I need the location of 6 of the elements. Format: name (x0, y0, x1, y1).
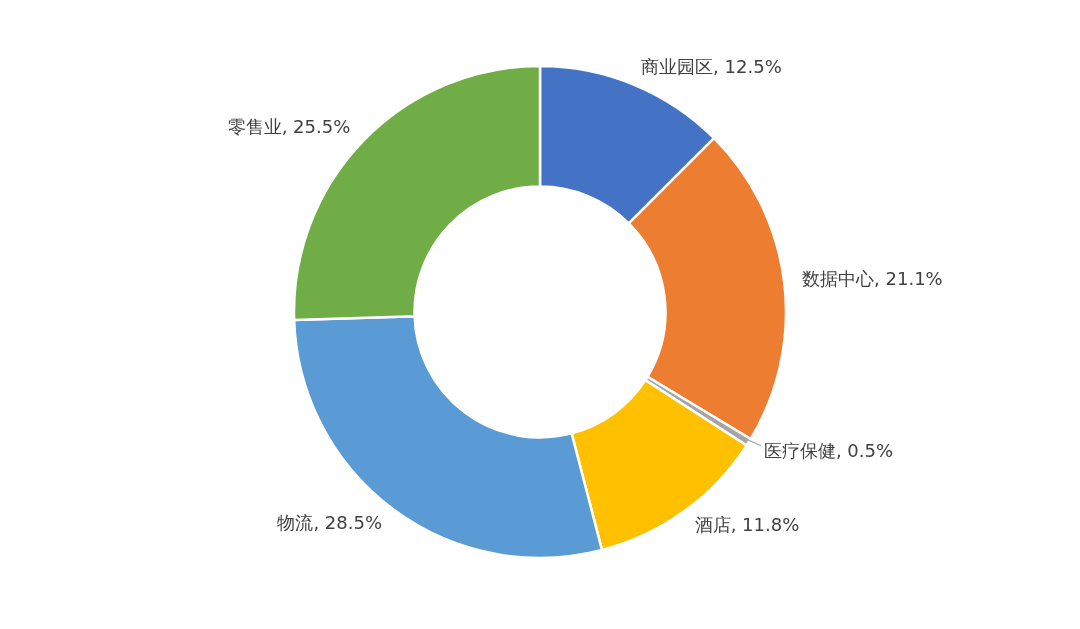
slice-label: 数据中心, 21.1% (802, 268, 943, 290)
slice-label: 酒店, 11.8% (694, 513, 800, 535)
slice-label: 商业园区, 12.5% (641, 56, 782, 78)
slice-label: 医疗保健, 0.5% (763, 439, 894, 461)
slice-label: 物流, 28.5% (277, 511, 383, 533)
slice-label: 零售业, 25.5% (227, 116, 351, 138)
